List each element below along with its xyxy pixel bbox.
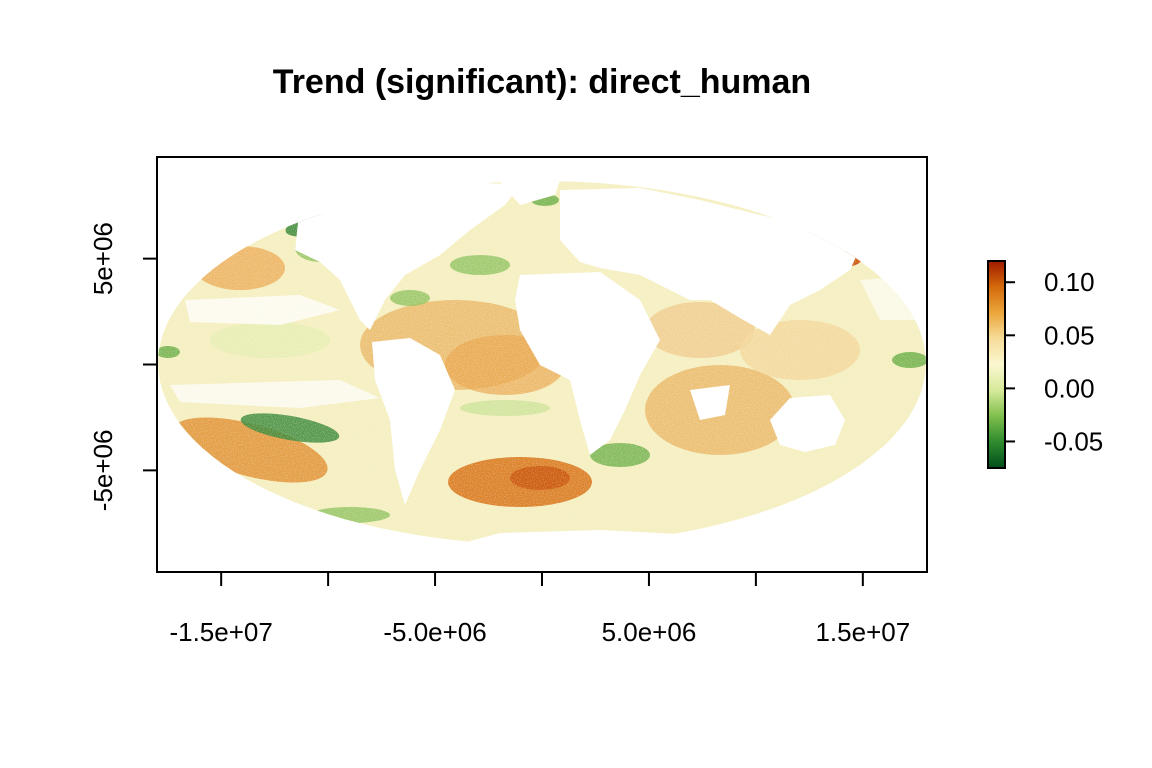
speckle-texture xyxy=(158,181,926,545)
y-tick-label-1: -5e+06 xyxy=(88,430,118,512)
x-tick-label-0: -1.5e+07 xyxy=(169,617,272,647)
legend-colorbar xyxy=(987,260,1006,469)
y-axis: 5e+06 -5e+06 xyxy=(88,222,158,512)
legend-tick-label-3: -0.05 xyxy=(1044,426,1103,456)
ocean-raster xyxy=(158,181,926,545)
map-title: Trend (significant): direct_human xyxy=(273,63,811,101)
x-tick-label-2: 5.0e+06 xyxy=(602,617,697,647)
x-tick-label-3: 1.5e+07 xyxy=(815,617,910,647)
x-axis: -1.5e+07 -5.0e+06 5.0e+06 1.5e+07 xyxy=(169,571,910,647)
x-tick-label-1: -5.0e+06 xyxy=(383,617,486,647)
legend-tick-label-2: 0.00 xyxy=(1044,373,1095,403)
legend-tick-label-0: 0.10 xyxy=(1044,267,1095,297)
legend-tick-label-1: 0.05 xyxy=(1044,320,1095,350)
legend-ticks: 0.10 0.05 0.00 -0.05 xyxy=(1005,267,1103,456)
y-tick-label-0: 5e+06 xyxy=(88,222,118,295)
legend: 0.10 0.05 0.00 -0.05 xyxy=(987,260,1103,469)
